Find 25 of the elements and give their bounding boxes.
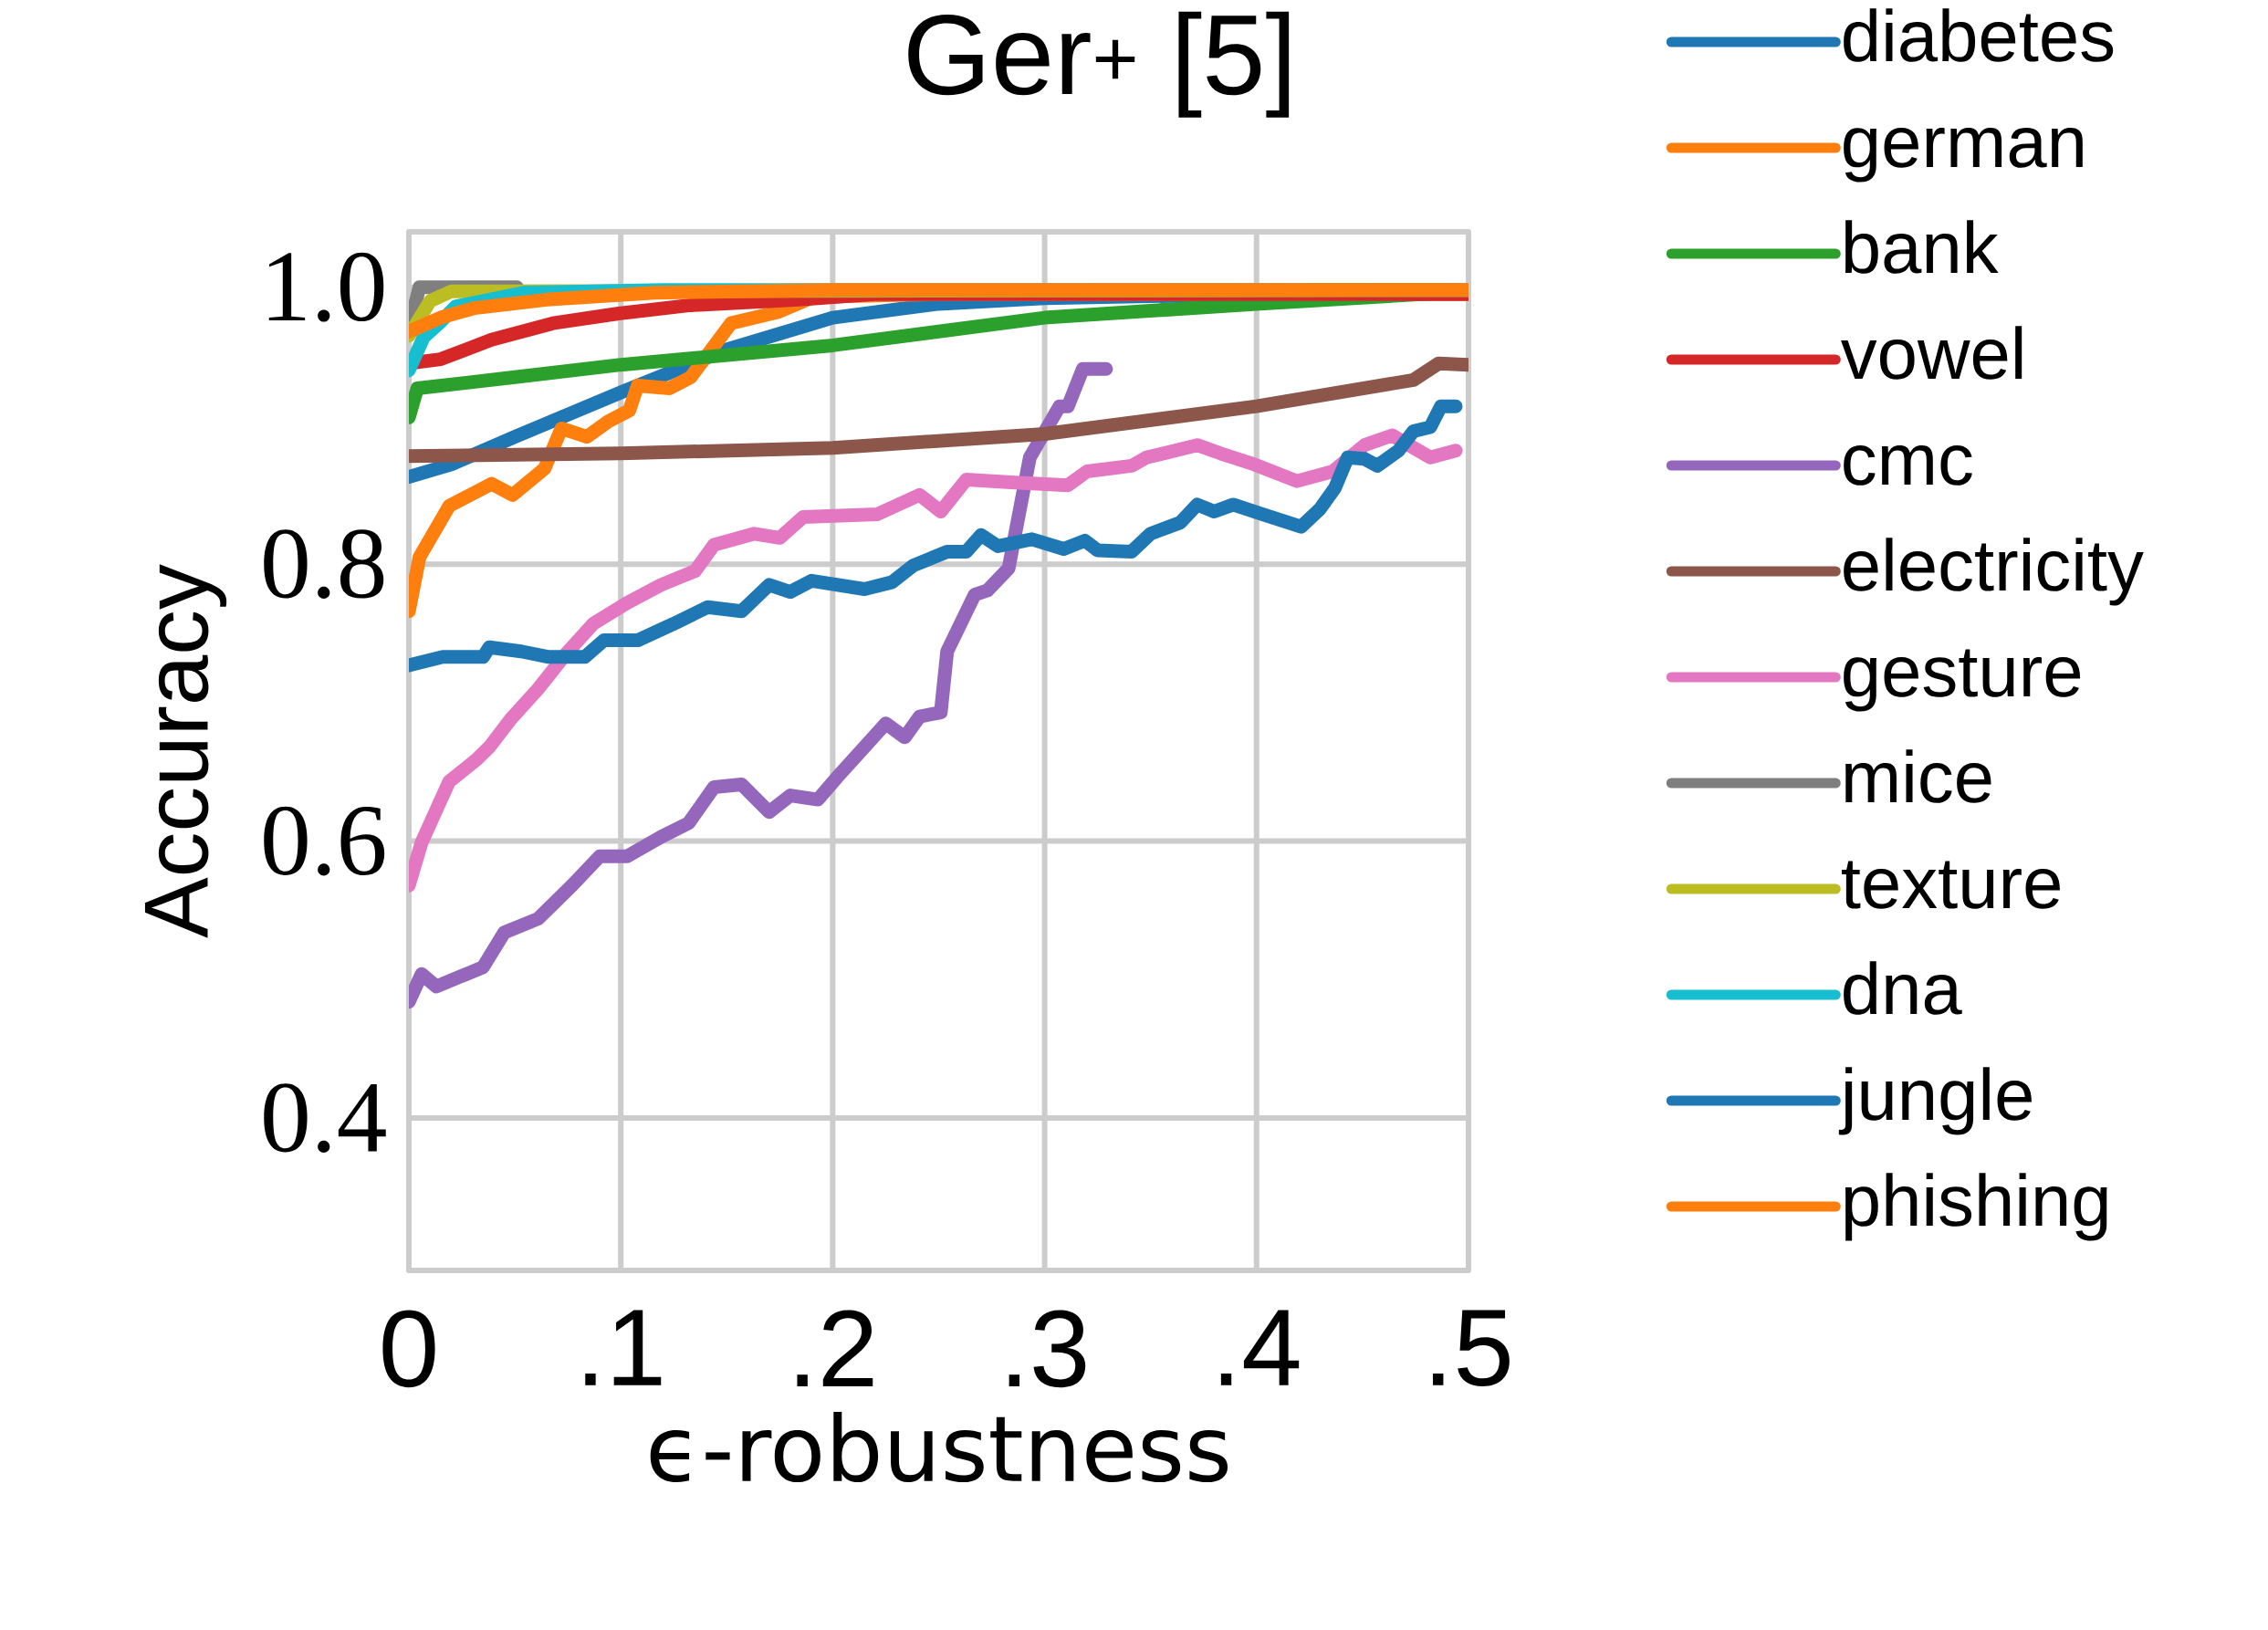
x-tick-label: 0 (382, 1310, 435, 1388)
x-tick-label: .1 (585, 1310, 662, 1385)
legend-label: vowel (1841, 326, 2022, 380)
y-tick-label: 0.4 (264, 1083, 386, 1153)
x-tick-label: .4 (1220, 1310, 1300, 1385)
y-tick-label: 0.8 (264, 529, 384, 600)
x-axis-title: ϵ-robustness (650, 1412, 1228, 1483)
legend-label: phishing (1845, 1173, 2107, 1241)
legend-label: electricity (1844, 538, 2144, 606)
legend-label: diabetes (1844, 8, 2114, 62)
legend-label: bank (1845, 220, 1999, 274)
y-tick-label: 1.0 (268, 252, 384, 322)
legend-label: mice (1845, 749, 1991, 803)
legend-label: jungle (1838, 1067, 2032, 1135)
chart-title: Ger$^{+}$ [5] (908, 11, 1290, 118)
x-tick-label: .3 (1009, 1310, 1086, 1388)
x-tick-label: .2 (797, 1310, 873, 1386)
legend-label: cmc (1844, 445, 1972, 486)
y-axis-title: Accuracy (144, 564, 227, 938)
x-tick-label: .5 (1433, 1310, 1510, 1386)
legend-label: dna (1844, 961, 1962, 1015)
legend-label: german (1844, 128, 2083, 183)
legend-label: gesture (1844, 649, 2081, 712)
y-tick-label: 0.6 (264, 806, 385, 876)
legend-label: texture (1841, 861, 2060, 909)
